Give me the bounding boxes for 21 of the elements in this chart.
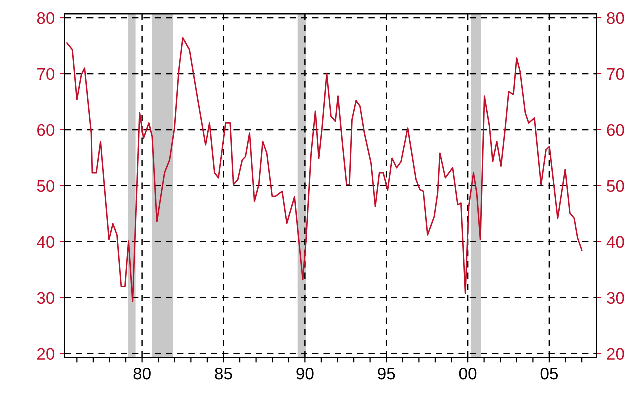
x-tick-label: 05 [540, 368, 558, 380]
y2-tick-label: 40 [606, 236, 624, 248]
y2-tick-label: 60 [607, 124, 624, 136]
y-tick-label: 60 [38, 124, 55, 136]
x-tick-label: 95 [378, 368, 396, 380]
y2-tick-label: 30 [607, 292, 624, 304]
y2-tick-label: 80 [607, 12, 624, 24]
y-tick-label: 70 [38, 68, 55, 80]
x-tick-label: 00 [459, 368, 477, 380]
y2-tick-label: 50 [607, 180, 624, 192]
y-tick-label: 20 [38, 348, 55, 360]
x-tick-label: 85 [215, 368, 232, 380]
y2-tick-label: 20 [607, 348, 624, 360]
y-tick-label: 50 [37, 180, 55, 192]
x-tick-label: 90 [296, 368, 314, 380]
y-tick-label: 30 [37, 292, 55, 304]
x-tick-label: 80 [134, 368, 151, 380]
y-tick-label: 40 [37, 236, 55, 248]
y-tick-label: 80 [37, 12, 55, 24]
line-series [66, 37, 583, 302]
y2-tick-label: 70 [607, 68, 624, 80]
